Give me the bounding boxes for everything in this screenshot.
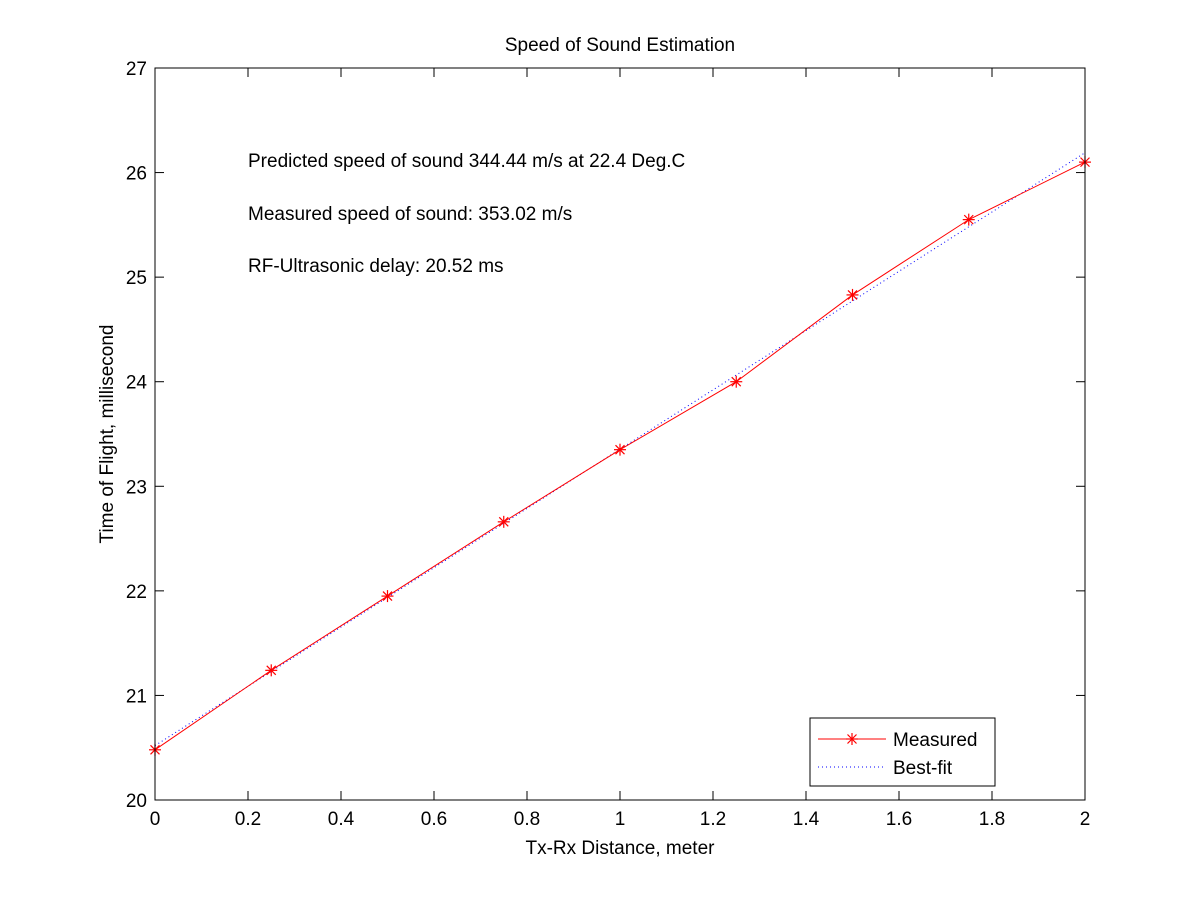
legend-measured-star [846,733,858,745]
x-axis-label: Tx-Rx Distance, meter [526,838,716,859]
y-tick-label: 25 [126,268,147,289]
plot-frame [154,67,1086,801]
measured-data-point [846,288,859,301]
annotation-measured-speed: Measured speed of sound: 353.02 m/s [248,204,572,225]
legend: Measured Best-fit [809,717,996,787]
annotation-predicted-speed: Predicted speed of sound 344.44 m/s at 2… [248,151,685,172]
legend-measured-marker [846,733,858,745]
y-tick-label: 26 [126,164,147,185]
x-tick-label: 2 [1080,809,1091,830]
y-tick-label: 22 [126,582,147,603]
x-tick-label: 0.2 [235,809,261,830]
y-tick-label: 21 [126,686,147,707]
y-tick-label: 24 [126,373,148,394]
measured-data-point [730,375,743,388]
plot-area-background [155,68,1085,800]
legend-box [809,717,996,787]
y-tick-label: 20 [126,791,147,812]
x-tick-label: 1.4 [793,809,820,830]
x-tick-label: 1.8 [979,809,1005,830]
x-tick-label: 1.6 [886,809,912,830]
y-tick-label: 27 [126,59,147,80]
legend-best-fit-label: Best-fit [893,758,953,779]
annotation-rf-delay: RF-Ultrasonic delay: 20.52 ms [248,256,504,277]
measured-data-point [265,664,278,677]
measured-data-point [962,213,975,226]
x-tick-label: 0.6 [421,809,447,830]
x-tick-label: 0.4 [328,809,355,830]
measured-data-point [614,443,626,456]
x-tick-label: 1 [615,809,626,830]
legend-measured-label: Measured [893,730,978,751]
x-tick-label: 0 [150,809,161,830]
measured-data-point [497,515,510,528]
x-tick-label: 1.2 [700,809,726,830]
axis-ticks: 0 0.2 0.4 0.6 0.8 1 1.2 1.4 1.6 1.8 2 20 21 22 23 24 25 2… [126,59,1090,830]
measured-data-point [381,590,394,603]
y-axis-label: Time of Flight, millisecond [97,325,118,544]
y-tick-label: 23 [126,477,147,498]
chart-title: Speed of Sound Estimation [505,35,735,56]
x-tick-label: 0.8 [514,809,540,830]
